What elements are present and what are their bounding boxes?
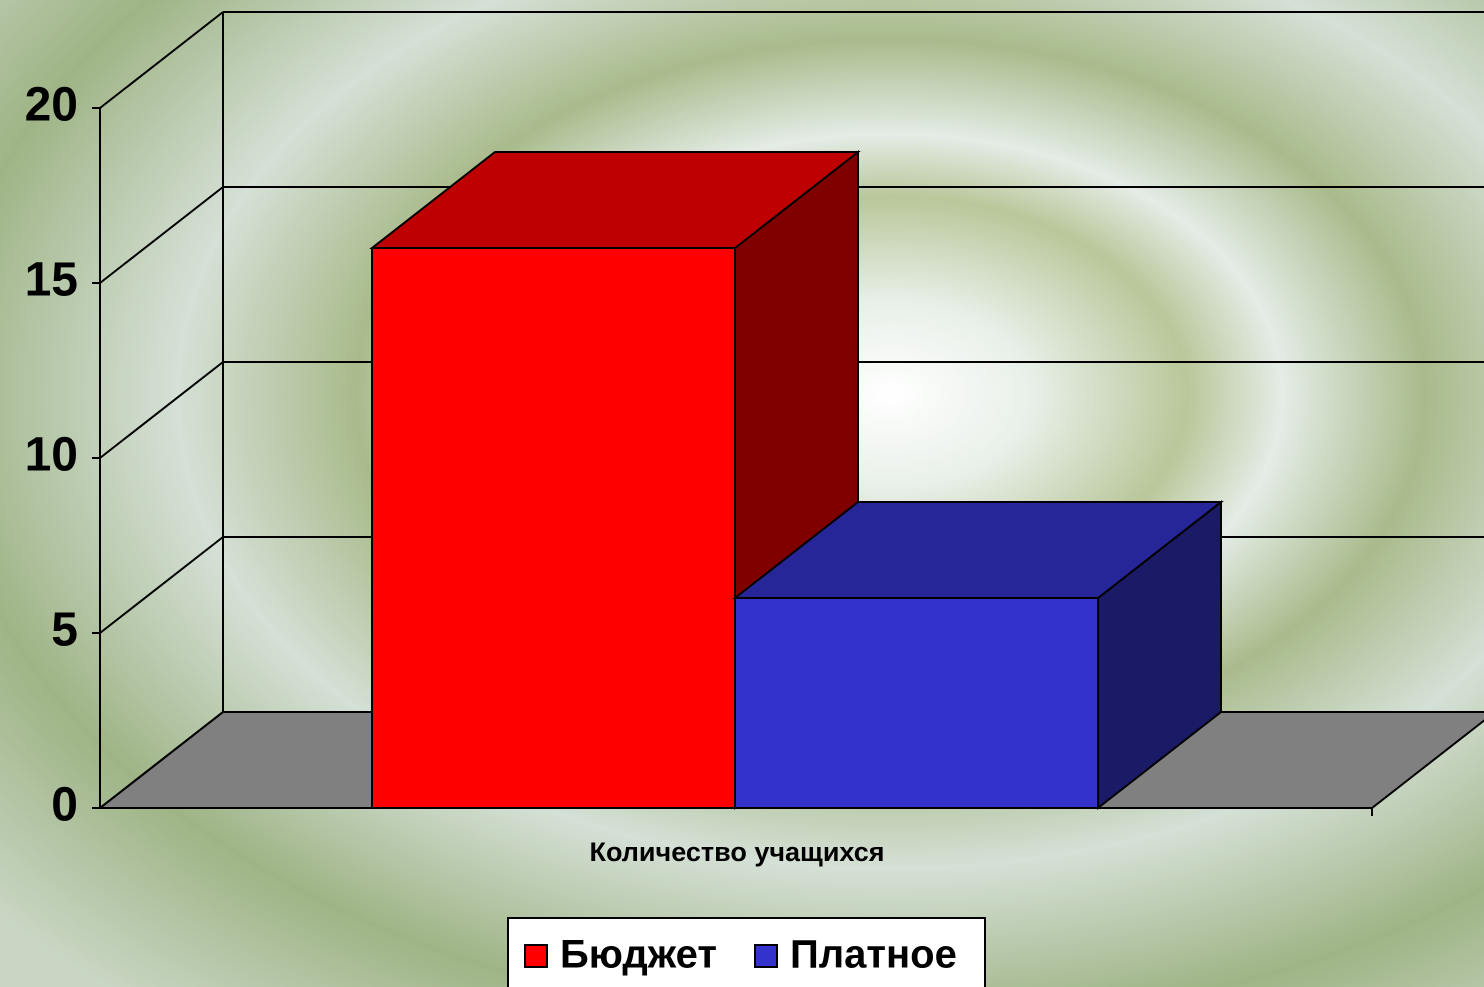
category-label: Количество учащихся <box>589 837 884 867</box>
grid-line-side <box>99 11 224 109</box>
y-tick-label: 20 <box>25 79 78 132</box>
bar <box>371 247 736 809</box>
legend-label: Платное <box>790 933 957 977</box>
y-tick-label: 10 <box>25 429 78 482</box>
legend-swatch <box>524 944 548 968</box>
y-tick-label: 0 <box>51 779 78 832</box>
grid-line-side <box>99 711 224 809</box>
y-tick-label: 15 <box>25 254 78 307</box>
y-tick-label: 5 <box>51 604 78 657</box>
legend-items: Бюджет Платное <box>524 933 957 977</box>
grid-line-side <box>99 536 224 634</box>
legend-label: Бюджет <box>560 933 717 977</box>
legend <box>507 917 986 987</box>
grid-line-side <box>99 186 224 284</box>
bar <box>734 597 1099 809</box>
legend-swatch <box>754 944 778 968</box>
plot-area: 0 5 10 15 20 <box>25 11 1484 832</box>
grid-line-side <box>99 361 224 459</box>
